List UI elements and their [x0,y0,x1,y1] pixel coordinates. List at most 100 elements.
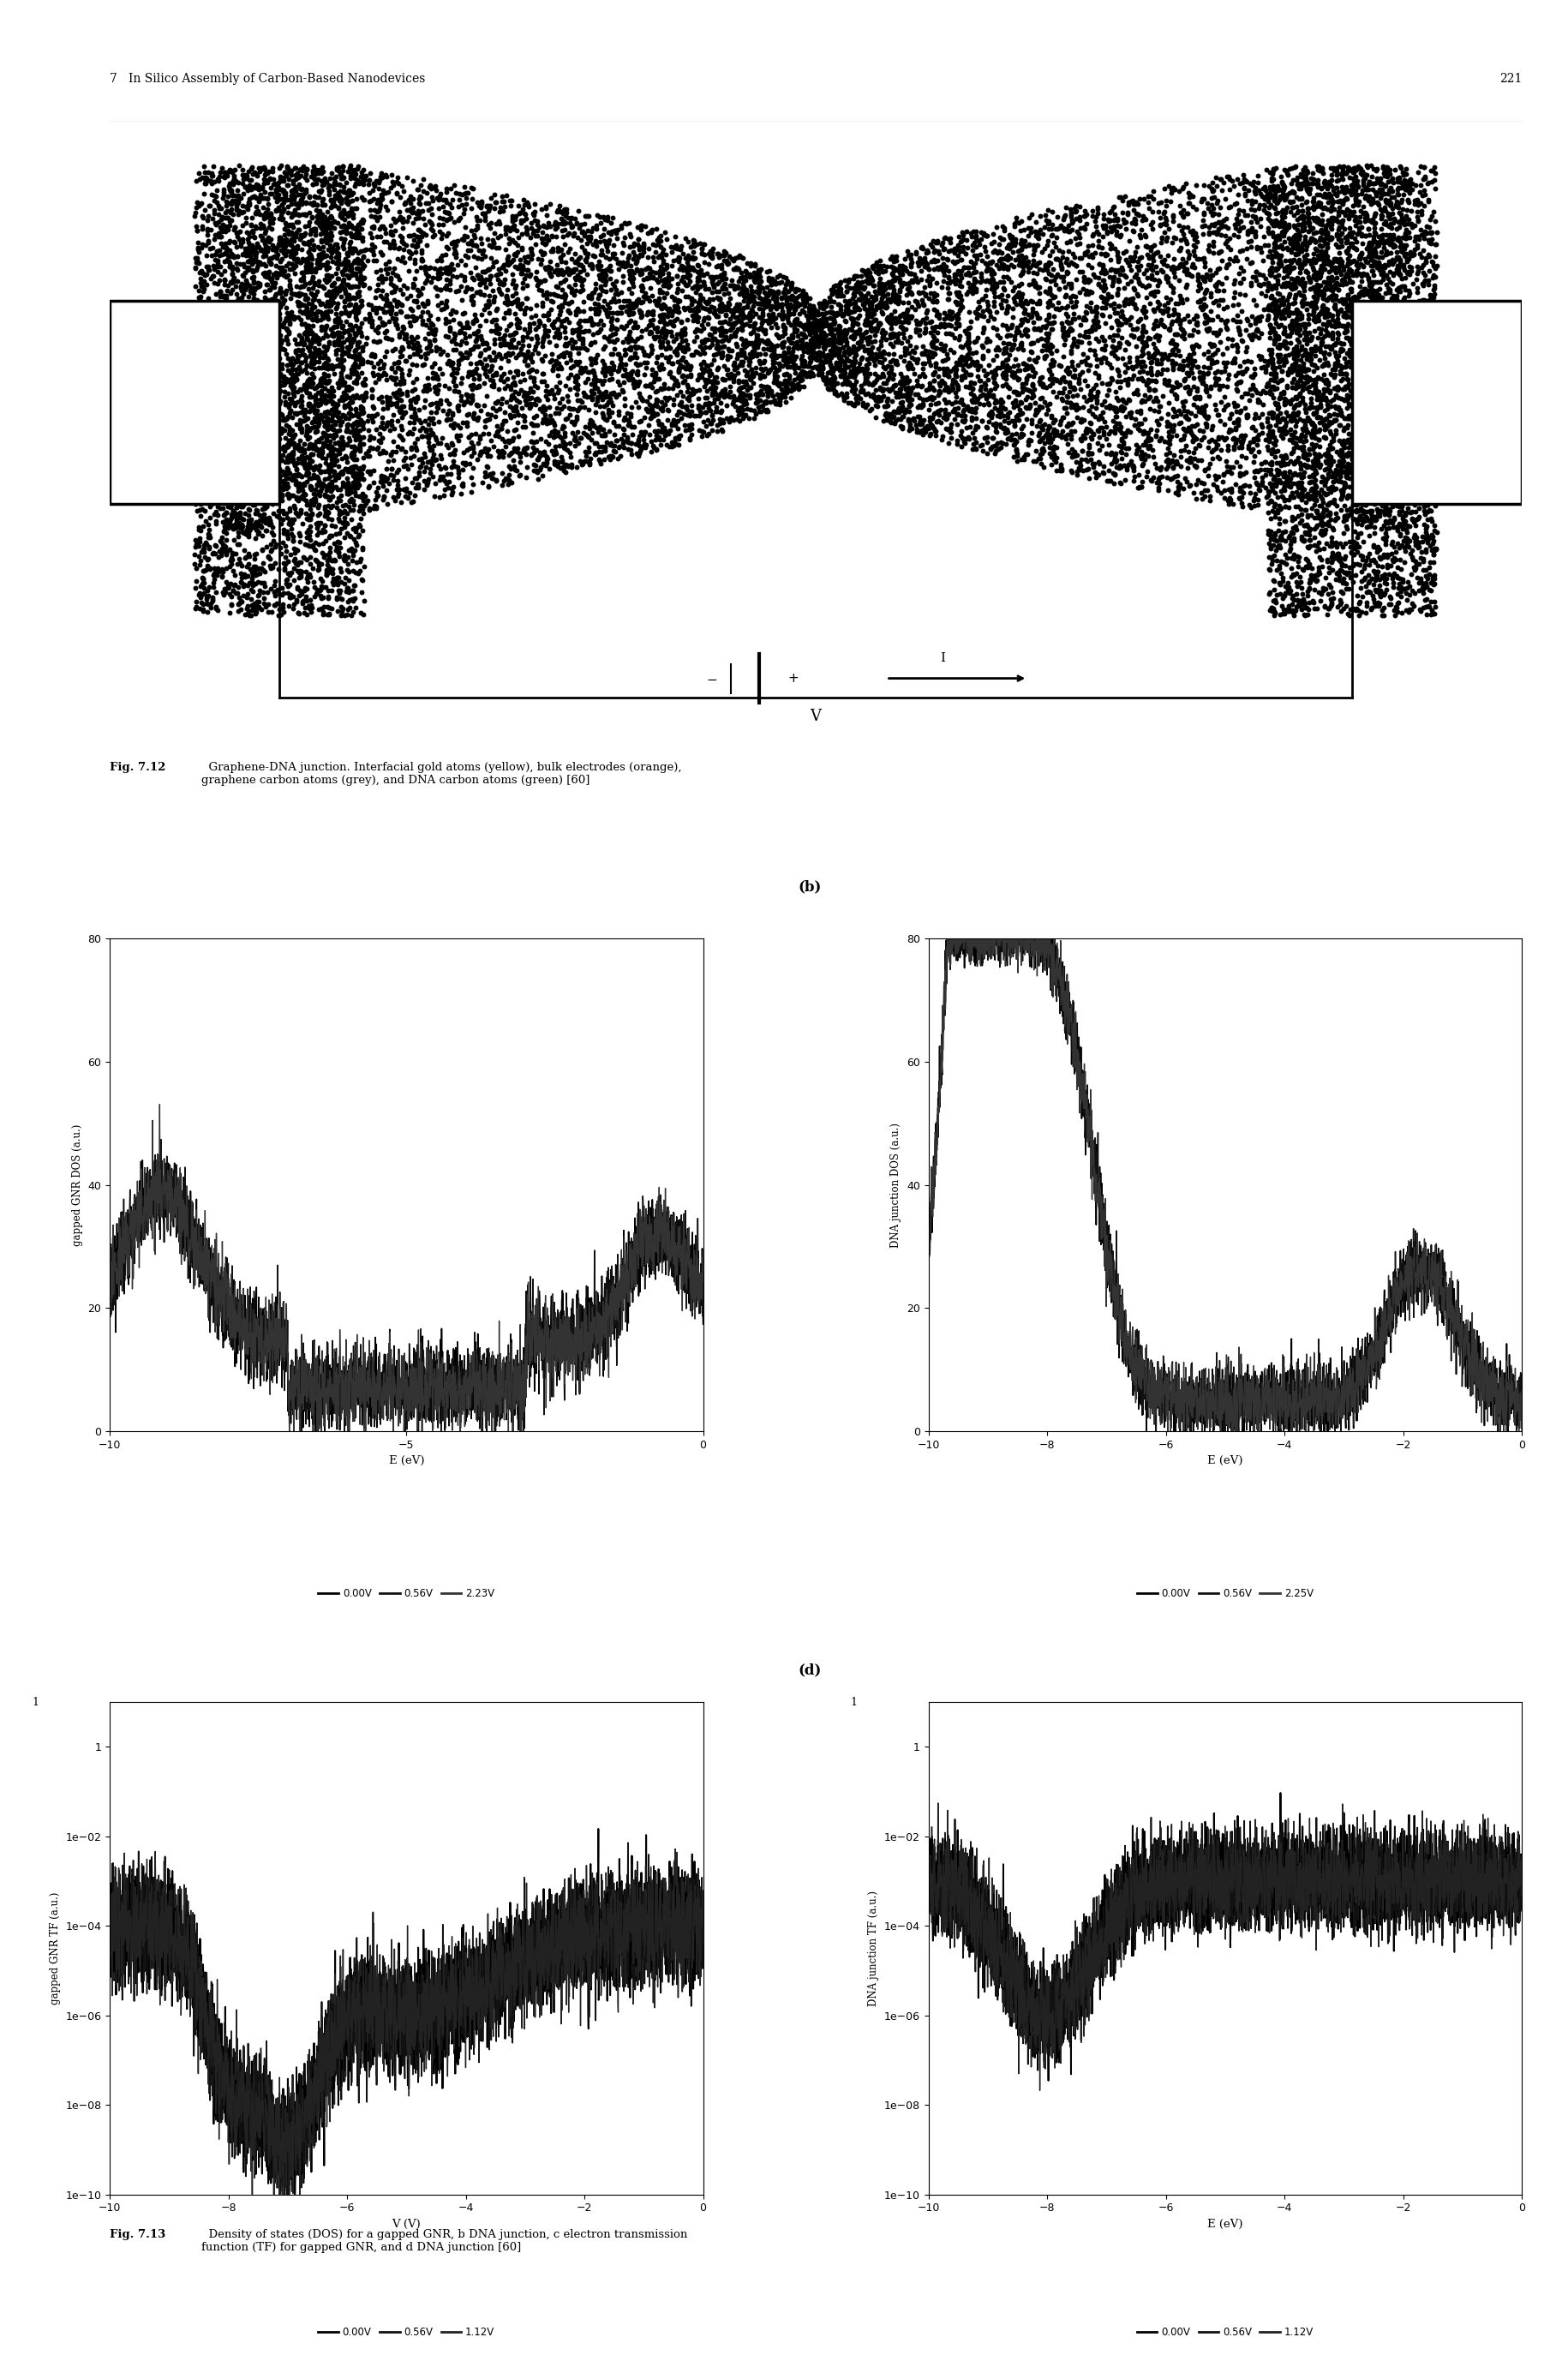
Point [853,350,878,388]
Point [348,457,373,495]
Point [519,435,544,473]
Point [696,414,721,452]
Point [502,283,527,321]
Point [199,535,224,573]
Point [1345,409,1370,447]
Point [307,245,332,283]
Point [210,278,235,316]
Point [820,293,845,331]
Point [312,440,337,478]
Point [1316,497,1341,535]
Point [339,231,364,269]
Point [742,328,767,366]
Point [889,393,914,431]
Point [207,216,232,255]
Point [281,371,306,409]
Point [1184,388,1209,426]
Point [586,428,612,466]
Point [1339,438,1364,476]
Point [398,307,423,345]
Point [812,335,837,374]
Point [1278,478,1303,516]
Point [668,226,693,264]
Point [252,476,278,514]
Point [1367,264,1392,302]
Point [348,343,373,381]
Point [1290,435,1316,473]
Point [742,350,767,388]
Point [1254,452,1279,490]
Point [746,381,771,419]
Point [273,419,298,457]
Point [1359,464,1385,502]
Point [1025,321,1051,359]
Point [1312,462,1338,500]
Point [1374,473,1399,511]
Point [213,281,238,319]
Point [903,259,928,297]
Point [198,550,223,588]
Point [975,374,1000,412]
Point [1316,485,1341,523]
Point [1261,181,1286,219]
Point [450,221,475,259]
Point [1380,221,1405,259]
Point [221,164,246,202]
Point [1204,181,1229,219]
Point [754,321,779,359]
Point [187,271,212,309]
Point [257,271,282,309]
Point [494,207,519,245]
Point [1369,209,1394,247]
Point [612,226,637,264]
Point [1358,186,1383,224]
Point [566,305,591,343]
Point [1311,271,1336,309]
Point [1173,459,1198,497]
Point [1386,159,1411,197]
Point [787,307,812,345]
Point [726,345,751,383]
Point [541,276,566,314]
Point [1366,338,1391,376]
Point [1342,371,1367,409]
Point [489,381,514,419]
Point [1032,259,1057,297]
Point [1316,547,1341,585]
Point [1405,354,1430,393]
Point [994,276,1019,314]
Point [1149,350,1174,388]
Point [687,257,712,295]
Point [1410,447,1435,485]
Point [869,269,894,307]
Point [1287,419,1312,457]
Point [629,236,654,274]
Point [254,309,279,347]
Point [1308,226,1333,264]
Point [1157,421,1182,459]
Point [938,307,963,345]
Point [367,259,392,297]
Point [282,416,307,454]
Point [284,202,309,240]
Point [1392,502,1417,540]
Point [1258,407,1283,445]
Point [348,202,373,240]
Point [1290,359,1316,397]
Point [1386,440,1411,478]
Point [564,447,590,485]
Point [607,438,632,476]
Point [301,345,326,383]
Point [1068,305,1093,343]
Point [1176,442,1201,481]
Point [586,250,612,288]
Point [1333,221,1358,259]
Point [257,362,282,400]
Point [681,240,706,278]
Point [1264,221,1289,259]
Point [1107,447,1132,485]
Point [1190,395,1215,433]
Point [839,312,864,350]
Point [293,540,318,578]
Point [453,333,478,371]
